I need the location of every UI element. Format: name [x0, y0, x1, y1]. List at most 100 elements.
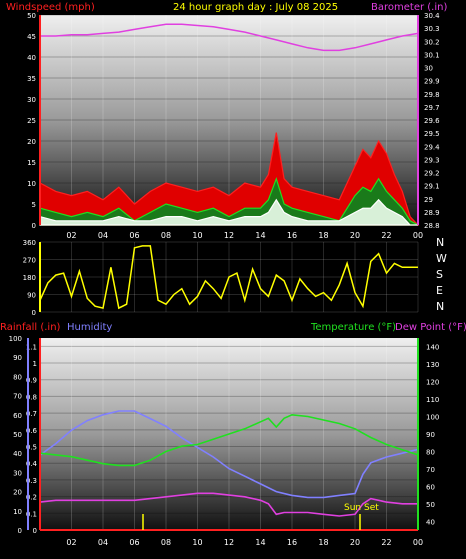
barometer-tick-label: 29.4 [424, 143, 440, 151]
humidity-axis: 0 10 20 30 40 50 60 70 80 90 100 [9, 335, 22, 535]
hour-tick-label: 02 [66, 538, 76, 547]
wind-direction-series [39, 245, 418, 310]
compass-label: W [436, 252, 447, 265]
humidity-tick-label: 20 [13, 489, 22, 497]
humidity-tick-label: 70 [13, 393, 22, 401]
wind-tick-label: 0 [32, 222, 36, 230]
hour-tick-label: 00 [413, 231, 423, 240]
wind-tick-label: 15 [27, 159, 36, 167]
compass-label: E [436, 284, 443, 297]
windspeed-label: Windspeed (mph) [6, 2, 95, 13]
rainfall-label: Rainfall (.in) [0, 322, 61, 333]
hour-tick-label: 16 [287, 231, 297, 240]
rainfall-tick-label: 0 [33, 527, 37, 535]
gust-series [39, 132, 420, 226]
humidity-tick-label: 40 [13, 450, 22, 458]
barometer-tick-label: 29 [424, 196, 433, 204]
hour-tick-label: 20 [350, 538, 360, 547]
direction-series-group [39, 245, 418, 310]
temperature-axis: 40 50 60 70 80 90 100 110 120 130 140 [426, 344, 439, 527]
direction-axis: 0 90 180 270 360 [23, 239, 36, 317]
rainfall-axis: 0 0.1 0.2 0.3 0.4 0.5 0.6 0.7 0.8 0.9 1 1.1 [26, 343, 38, 535]
barometer-right-axis: 28.8 28.9 29 29.1 29.2 29.3 29.4 29.5 29.6 29.7 29… [424, 12, 440, 230]
humidity-tick-label: 30 [13, 469, 22, 477]
hour-tick-label: 04 [98, 231, 108, 240]
wind-tick-label: 35 [27, 75, 36, 83]
hour-tick-label: 16 [287, 538, 297, 547]
rainfall-tick-label: 0.3 [26, 477, 37, 485]
hour-tick-label: 12 [224, 231, 234, 240]
hour-tick-label: 10 [192, 231, 202, 240]
wind-tick-label: 10 [27, 180, 36, 188]
rainfall-tick-label: 0.6 [26, 427, 38, 435]
hour-tick-label: 08 [161, 231, 171, 240]
humidity-tick-label: 60 [13, 412, 22, 420]
env-series-group [39, 410, 419, 531]
barometer-tick-label: 30 [424, 65, 433, 73]
compass-label: S [436, 268, 443, 281]
barometer-tick-label: 29.1 [424, 183, 440, 191]
wind-tick-label: 40 [27, 54, 36, 62]
wind-left-axis: 0 5 10 15 20 25 30 35 40 45 50 [27, 12, 36, 230]
hour-tick-label: 08 [161, 538, 171, 547]
hour-tick-label: 14 [255, 538, 265, 547]
wind-tick-label: 30 [27, 96, 36, 104]
hour-tick-label: 18 [318, 538, 328, 547]
hour-tick-label: 22 [381, 538, 391, 547]
temperature-tick-label: 120 [426, 379, 439, 387]
rainfall-tick-label: 0.5 [26, 444, 37, 452]
temperature-series [39, 413, 419, 467]
wind-tick-label: 5 [32, 201, 36, 209]
hour-tick-label: 10 [192, 538, 202, 547]
wind-tick-label: 45 [27, 33, 36, 41]
barometer-tick-label: 30.2 [424, 38, 440, 46]
direction-panel-grid [40, 241, 419, 313]
barometer-tick-label: 29.6 [424, 117, 440, 125]
humidity-tick-label: 0 [18, 527, 22, 535]
temperature-tick-label: 110 [426, 396, 439, 404]
temperature-label: Temperature (°F) [310, 322, 396, 333]
rainfall-tick-label: 0.4 [26, 460, 38, 468]
barometer-label: Barometer (.in) [371, 2, 447, 13]
humidity-label: Humidity [67, 322, 112, 333]
barometer-tick-label: 30.4 [424, 12, 440, 20]
hour-tick-label: 02 [66, 231, 76, 240]
temperature-tick-label: 40 [426, 518, 435, 526]
barometer-tick-label: 29.8 [424, 91, 440, 99]
barometer-tick-label: 29.3 [424, 156, 440, 164]
direction-tick-label: 360 [23, 239, 36, 247]
temperature-tick-label: 100 [426, 414, 439, 422]
hour-tick-label: 00 [413, 538, 423, 547]
wind-tick-label: 50 [27, 12, 36, 20]
temperature-tick-label: 90 [426, 431, 435, 439]
humidity-tick-label: 80 [13, 373, 22, 381]
direction-tick-label: 0 [32, 309, 36, 317]
rainfall-tick-label: 0.2 [26, 494, 37, 502]
dewpoint-label: Dew Point (°F) [395, 322, 466, 333]
wind-tick-label: 25 [27, 117, 36, 125]
hour-tick-label: 04 [98, 538, 108, 547]
rainfall-tick-label: 1 [33, 360, 37, 368]
rainfall-tick-label: 1.1 [26, 343, 37, 351]
temperature-tick-label: 140 [426, 344, 439, 352]
barometer-tick-label: 29.7 [424, 104, 440, 112]
humidity-tick-label: 90 [13, 354, 22, 362]
barometer-tick-label: 30.3 [424, 25, 440, 33]
humidity-tick-label: 100 [9, 335, 22, 343]
humidity-tick-label: 50 [13, 431, 22, 439]
temperature-tick-label: 70 [426, 466, 435, 474]
wind-tick-label: 20 [27, 138, 36, 146]
rainfall-tick-label: 0.7 [26, 410, 37, 418]
humidity-series [39, 410, 419, 499]
barometer-series [40, 23, 419, 52]
direction-tick-label: 90 [27, 292, 36, 300]
barometer-tick-label: 29.9 [424, 78, 440, 86]
temperature-tick-label: 50 [426, 501, 435, 509]
compass-label: N [436, 236, 444, 249]
compass-label: N [436, 300, 444, 313]
graph-title: 24 hour graph day : July 08 2025 [173, 2, 338, 13]
direction-tick-label: 180 [23, 274, 36, 282]
average-wind-series [39, 198, 418, 226]
wind-series-group [39, 23, 420, 226]
